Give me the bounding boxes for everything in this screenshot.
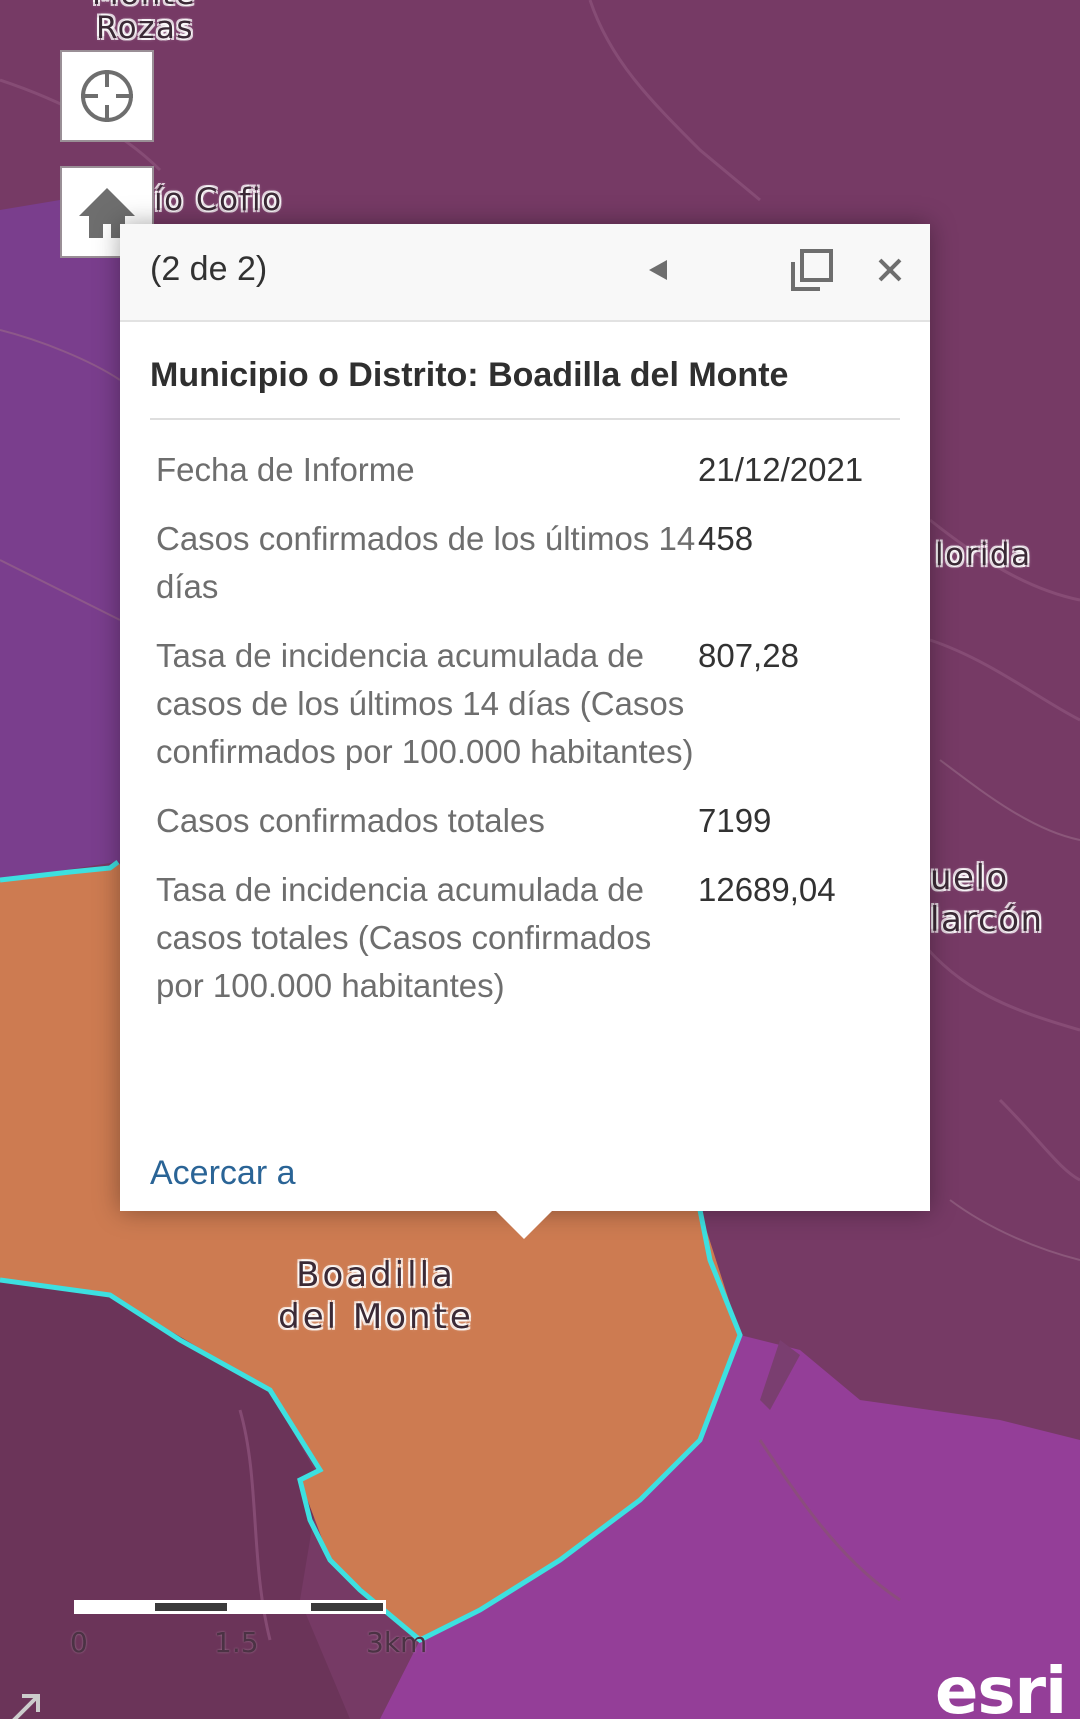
attribute-value: 12689,04 [698,871,836,908]
attribute-value: 807,28 [698,637,799,674]
map-label-rio-cofio: ío Cofio [154,182,283,218]
zoom-to-link[interactable]: Acercar a [150,1154,296,1192]
map-label-boadilla-line2: del Monte [278,1297,474,1337]
previous-feature-button[interactable] [632,244,684,296]
popup-title: Municipio o Distrito: Boadilla del Monte [150,356,789,394]
map-label-boadilla-line1: Boadilla [296,1255,456,1295]
dock-button[interactable] [786,244,838,296]
scale-bar-segment [152,1600,230,1614]
attribute-value: 21/12/2021 [698,451,864,488]
attribute-label: Casos confirmados de los últimos 14 días [156,520,696,605]
selection-outline [0,1209,743,1643]
dock-icon [791,249,833,291]
popup-header: (2 de 2) [120,224,930,322]
close-icon [878,258,902,282]
locate-button[interactable] [60,50,154,142]
scale-bar-segment [74,1600,152,1614]
attribute-row: Casos confirmados de los últimos 14 días… [156,515,916,632]
close-button[interactable] [864,244,916,296]
scale-label-end: 3km [366,1626,428,1659]
popup-pointer [494,1209,554,1239]
attribute-row: Tasa de incidencia acumulada de casos to… [156,866,916,1031]
crosshair-icon [81,70,133,122]
map-label-alcorcon-2: larcón [930,900,1044,940]
attribute-row: Fecha de Informe 21/12/2021 [156,446,916,515]
attribute-value: 458 [698,520,754,557]
attribute-row: Tasa de incidencia acumulada de casos de… [156,632,916,797]
scale-label-mid: 1.5 [214,1626,259,1659]
scale-label-start: 0 [70,1626,88,1659]
map-label-boadilla: Boadilla del Monte [270,1254,482,1338]
region-west [0,200,130,880]
attribute-value: 7199 [698,802,772,839]
attribute-table: Fecha de Informe 21/12/2021 Casos confir… [156,446,916,1031]
attribute-label: Casos confirmados totales [156,802,545,839]
scale-bar-segment [230,1600,308,1614]
attribute-label: Tasa de incidencia acumulada de casos de… [156,637,694,770]
region-southeast [380,1335,1080,1719]
map-label-rozas: Rozas [96,10,195,46]
expand-icon[interactable] [6,1684,50,1719]
attribute-row: Casos confirmados totales 7199 [156,797,916,866]
popup-divider [150,418,900,420]
esri-logo: esri [935,1655,1067,1719]
info-popup: (2 de 2) Municipio o Distrito: Boadilla [120,224,930,1239]
map-label-alcorcon-1: uelo [930,858,1009,898]
popup-feature-counter: (2 de 2) [150,250,268,288]
attribute-label: Tasa de incidencia acumulada de casos to… [156,871,652,1004]
scale-bar-segment [308,1600,386,1614]
triangle-left-icon [649,260,667,280]
map-label-monte: Monte [92,0,196,12]
attribute-label: Fecha de Informe [156,451,415,488]
map-label-florida: lorida [935,537,1032,573]
